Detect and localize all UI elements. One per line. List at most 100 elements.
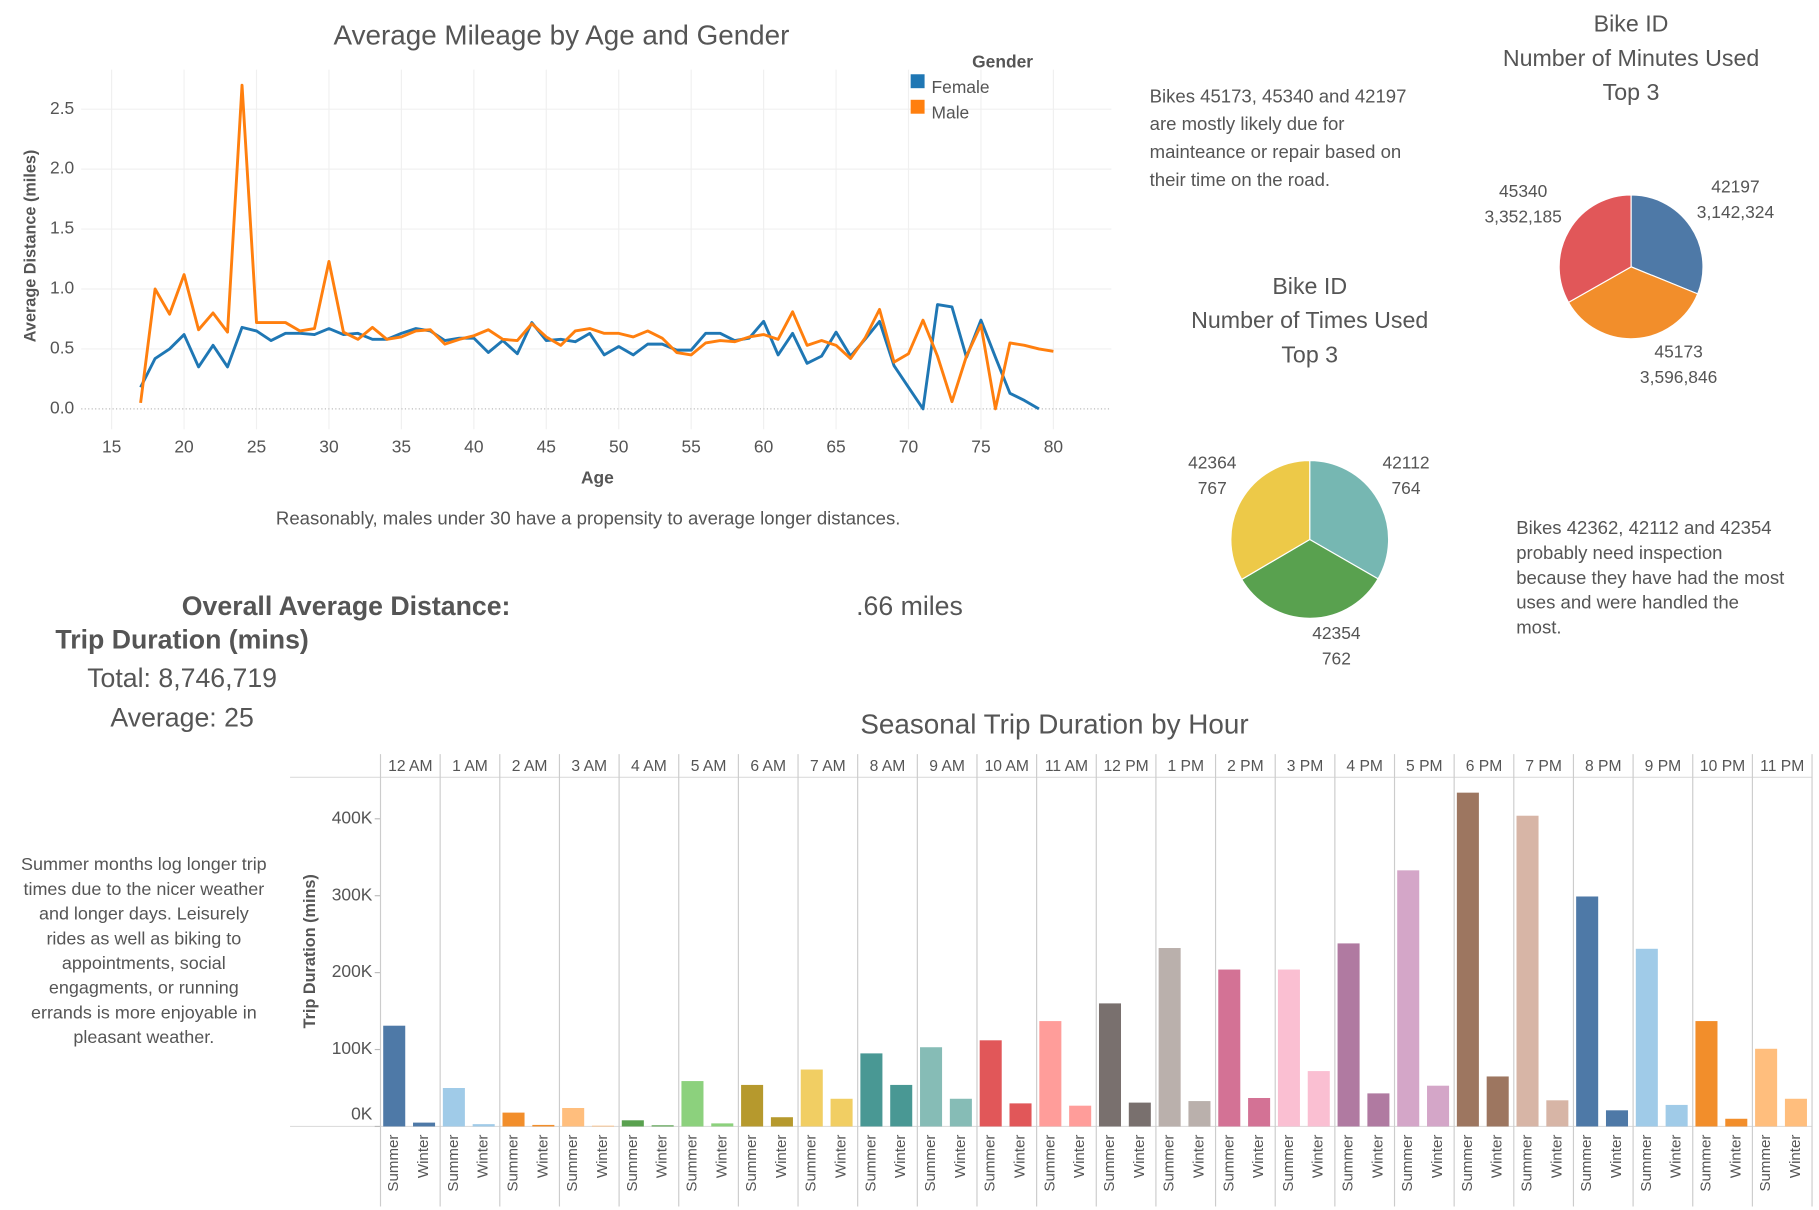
category-label: Winter <box>1190 1135 1207 1179</box>
chart-note: and longer days. Leisurely <box>39 904 249 924</box>
panel-header: 12 PM <box>1103 758 1148 775</box>
chart-note: mainteance or repair based on <box>1150 141 1402 162</box>
chart-note: uses and were handled the <box>1516 592 1739 613</box>
x-tick-label: 80 <box>1044 436 1063 456</box>
bar <box>1367 1093 1390 1127</box>
panel-header: 9 AM <box>929 758 965 775</box>
legend-label: Female <box>932 77 990 97</box>
category-label: Summer <box>1041 1135 1058 1192</box>
slice-label: 45340 <box>1499 181 1547 201</box>
category-label: Summer <box>1101 1135 1118 1192</box>
y-tick-label: 400K <box>332 807 373 827</box>
category-label: Summer <box>803 1135 820 1192</box>
bar <box>949 1098 972 1127</box>
category-label: Summer <box>1459 1135 1476 1192</box>
chart-title: Bike ID <box>1594 11 1669 37</box>
x-tick-label: 65 <box>826 436 845 456</box>
category-label: Winter <box>1608 1135 1625 1179</box>
x-tick-label: 35 <box>392 436 411 456</box>
bar <box>1427 1085 1450 1127</box>
chart-note: errands is more enjoyable in <box>31 1002 257 1022</box>
chart-title: Number of Minutes Used <box>1503 45 1759 71</box>
chart-note: pleasant weather. <box>73 1027 214 1047</box>
y-tick-label: 200K <box>332 961 373 981</box>
y-axis-label: Average Distance (miles) <box>22 150 40 343</box>
bar <box>741 1084 764 1127</box>
bar <box>1456 792 1479 1127</box>
pie-slice <box>1567 266 1699 340</box>
panel-header: 2 AM <box>512 758 548 775</box>
slice-label: 45173 <box>1654 341 1702 361</box>
category-label: Winter <box>1548 1135 1565 1179</box>
bar <box>502 1112 525 1127</box>
x-tick-label: 70 <box>899 436 918 456</box>
panel-header: 5 AM <box>691 758 727 775</box>
category-label: Summer <box>1638 1135 1655 1192</box>
slice-value: 767 <box>1198 478 1227 498</box>
bar <box>1337 943 1360 1127</box>
bar <box>1128 1102 1151 1127</box>
y-tick-label: 1.5 <box>50 218 74 238</box>
y-tick-label: 0K <box>351 1103 373 1123</box>
slice-label: 42112 <box>1382 453 1429 473</box>
pie-slice <box>1309 459 1390 580</box>
category-label: Winter <box>833 1135 850 1179</box>
category-label: Summer <box>1578 1135 1595 1192</box>
bar <box>1725 1118 1748 1127</box>
overall-value: .66 miles <box>856 591 963 621</box>
bar <box>1546 1100 1569 1127</box>
category-label: Winter <box>1668 1135 1685 1179</box>
bar <box>890 1084 913 1127</box>
slice-value: 3,142,324 <box>1697 202 1775 222</box>
bar <box>1397 870 1420 1127</box>
panel-header: 4 AM <box>631 758 667 775</box>
line-series <box>139 303 1040 411</box>
trip-title: Trip Duration (mins) <box>55 625 308 655</box>
legend-swatch <box>910 74 925 89</box>
chart-note: rides as well as biking to <box>46 928 241 948</box>
bar <box>621 1120 644 1127</box>
x-tick-label: 25 <box>247 436 266 456</box>
bar <box>472 1124 495 1127</box>
bar <box>1098 1003 1122 1127</box>
pie-slice <box>1630 194 1704 295</box>
pie-slice <box>1558 194 1632 304</box>
x-tick-label: 75 <box>971 436 990 456</box>
chart-note: are mostly likely due for <box>1150 113 1345 134</box>
panel-header: 12 AM <box>388 758 432 775</box>
line-series <box>139 83 1054 411</box>
panel-header: 11 AM <box>1045 758 1088 775</box>
slice-label: 42364 <box>1188 453 1237 473</box>
category-label: Summer <box>1220 1135 1237 1192</box>
category-label: Winter <box>713 1135 730 1179</box>
slice-value: 3,352,185 <box>1484 207 1561 227</box>
bar <box>860 1053 883 1127</box>
chart-note: Bikes 42362, 42112 and 42354 <box>1516 517 1771 538</box>
x-tick-label: 20 <box>174 436 193 456</box>
trip-average: Average: 25 <box>110 702 253 732</box>
chart-title: Bike ID <box>1272 273 1347 299</box>
category-label: Winter <box>1310 1135 1327 1179</box>
pie-slice <box>1240 538 1379 619</box>
bar <box>651 1125 674 1127</box>
x-tick-label: 30 <box>319 436 338 456</box>
category-label: Summer <box>683 1135 700 1192</box>
y-tick-label: 0.5 <box>50 338 74 358</box>
y-tick-label: 1.0 <box>50 278 74 298</box>
category-label: Winter <box>1489 1135 1506 1179</box>
y-tick-label: 300K <box>332 884 373 904</box>
bar <box>920 1047 943 1127</box>
panel-header: 10 AM <box>985 758 1029 775</box>
bar <box>1009 1103 1032 1127</box>
category-label: Winter <box>475 1135 492 1179</box>
chart-note: most. <box>1516 617 1561 638</box>
bar <box>562 1107 585 1127</box>
x-tick-label: 50 <box>609 436 628 456</box>
chart-note: appointments, social <box>62 953 226 973</box>
slice-label: 42197 <box>1711 177 1759 197</box>
bar <box>1695 1021 1718 1127</box>
bar <box>1248 1097 1271 1127</box>
chart-note: Reasonably, males under 30 have a propen… <box>276 508 900 529</box>
chart-title: Top 3 <box>1603 79 1660 105</box>
